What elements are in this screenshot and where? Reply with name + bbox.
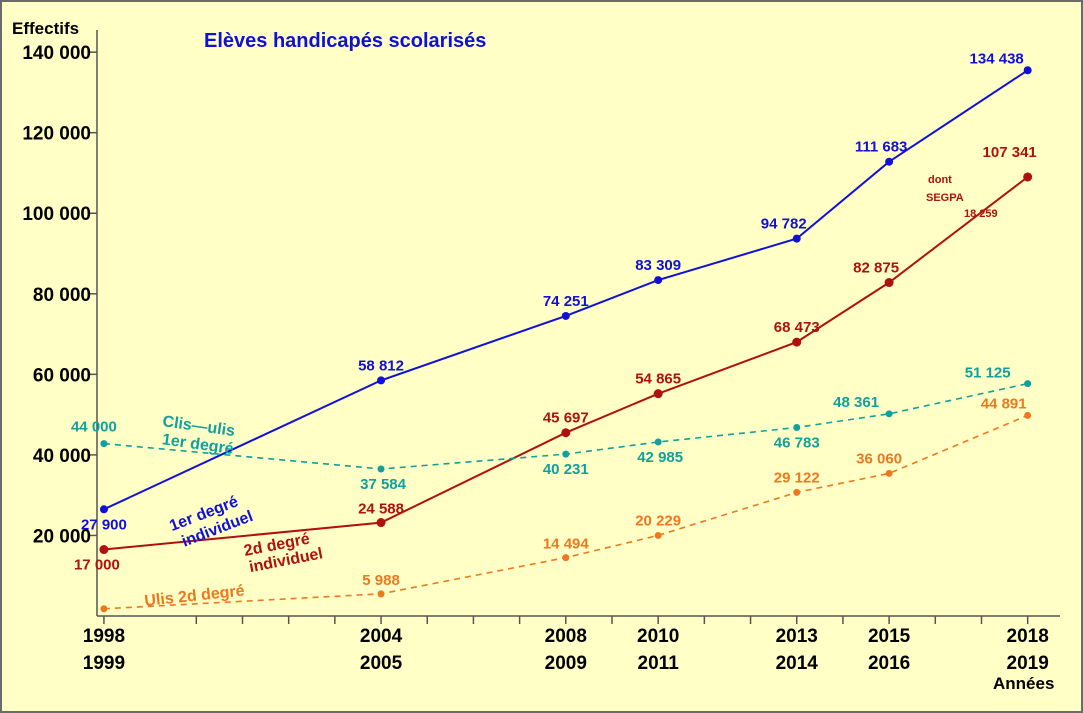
data-label-clis-ulis-1er-degre: 51 125 xyxy=(965,365,1011,382)
data-point-premier-degre-individuel xyxy=(99,505,108,514)
data-point-premier-degre-individuel xyxy=(885,157,894,166)
data-point-clis-ulis-1er-degre xyxy=(793,424,801,432)
segpa-annotation-line: SEGPA xyxy=(926,192,964,204)
data-label-ulis-2d-degre: 36 060 xyxy=(856,450,902,467)
data-label-ulis-2d-degre: 5 988 xyxy=(362,572,400,589)
data-point-ulis-2d-degre xyxy=(654,531,662,539)
data-point-clis-ulis-1er-degre xyxy=(562,450,570,458)
data-label-ulis-2d-degre: 20 229 xyxy=(635,512,681,529)
x-tick-label: 2004 xyxy=(360,626,403,647)
data-point-clis-ulis-1er-degre xyxy=(654,438,662,446)
data-label-ulis-2d-degre: 14 494 xyxy=(543,536,590,553)
data-point-second-degre-individuel xyxy=(884,278,894,288)
x-tick-label: 2013 xyxy=(776,626,818,647)
data-label-ulis-2d-degre: 44 891 xyxy=(981,395,1027,412)
data-point-clis-ulis-1er-degre xyxy=(100,440,108,448)
data-point-ulis-2d-degre xyxy=(100,605,108,613)
x-tick-label: 2018 xyxy=(1007,626,1049,647)
x-tick-label: 2005 xyxy=(360,653,403,674)
data-point-ulis-2d-degre xyxy=(377,590,385,598)
data-label-second-degre-individuel: 24 588 xyxy=(358,501,404,518)
data-label-clis-ulis-1er-degre: 42 985 xyxy=(637,449,683,466)
data-point-second-degre-individuel xyxy=(792,337,802,347)
data-label-second-degre-individuel: 54 865 xyxy=(635,371,681,388)
y-tick-label: 60 000 xyxy=(33,365,91,386)
data-point-clis-ulis-1er-degre xyxy=(885,410,893,418)
data-label-premier-degre-individuel: 111 683 xyxy=(855,139,908,156)
y-tick-label: 100 000 xyxy=(22,204,91,225)
data-label-premier-degre-individuel: 83 309 xyxy=(635,257,681,274)
data-label-second-degre-individuel: 82 875 xyxy=(853,260,899,277)
data-point-premier-degre-individuel xyxy=(1023,66,1032,75)
data-label-clis-ulis-1er-degre: 40 231 xyxy=(543,461,589,478)
data-label-clis-ulis-1er-degre: 46 783 xyxy=(774,435,820,452)
data-label-second-degre-individuel: 107 341 xyxy=(983,144,1037,161)
x-tick-label: 2014 xyxy=(776,653,819,674)
data-point-clis-ulis-1er-degre xyxy=(1024,380,1032,388)
chart-title: Elèves handicapés scolarisés xyxy=(204,30,486,52)
y-tick-label: 140 000 xyxy=(22,43,91,64)
data-point-ulis-2d-degre xyxy=(793,488,801,496)
y-tick-label: 80 000 xyxy=(33,285,91,306)
data-point-ulis-2d-degre xyxy=(1024,411,1032,419)
data-point-second-degre-individuel xyxy=(376,518,386,528)
x-tick-label: 2016 xyxy=(868,653,910,674)
data-point-second-degre-individuel xyxy=(1023,172,1033,182)
data-label-second-degre-individuel: 17 000 xyxy=(74,557,120,574)
segpa-annotation-line: dont xyxy=(928,174,952,186)
data-point-premier-degre-individuel xyxy=(561,311,570,320)
data-label-premier-degre-individuel: 58 812 xyxy=(358,357,404,374)
x-tick-label: 2019 xyxy=(1007,653,1049,674)
data-point-ulis-2d-degre xyxy=(562,554,570,562)
data-label-second-degre-individuel: 68 473 xyxy=(774,319,820,336)
x-tick-label: 2015 xyxy=(868,626,911,647)
x-tick-label: 2008 xyxy=(545,626,587,647)
data-point-second-degre-individuel xyxy=(653,389,663,399)
x-tick-label: 2011 xyxy=(638,653,680,674)
data-label-second-degre-individuel: 45 697 xyxy=(543,410,589,427)
data-point-second-degre-individuel xyxy=(99,545,109,555)
series-name-ulis-2d-degre: Ulis 2d degré xyxy=(144,583,246,610)
x-tick-label: 2010 xyxy=(637,626,679,647)
x-tick-label: 1998 xyxy=(83,626,125,647)
x-axis-label: Années xyxy=(993,674,1054,693)
x-tick-label: 1999 xyxy=(83,653,125,674)
data-label-clis-ulis-1er-degre: 48 361 xyxy=(833,394,879,411)
y-tick-label: 20 000 xyxy=(33,526,91,547)
data-point-premier-degre-individuel xyxy=(377,376,386,385)
data-point-premier-degre-individuel xyxy=(792,234,801,243)
data-label-premier-degre-individuel: 74 251 xyxy=(543,293,589,310)
data-label-premier-degre-individuel: 134 438 xyxy=(970,50,1024,67)
data-label-premier-degre-individuel: 94 782 xyxy=(761,216,807,233)
y-tick-label: 120 000 xyxy=(22,124,91,145)
data-point-premier-degre-individuel xyxy=(654,276,663,285)
data-label-ulis-2d-degre: 29 122 xyxy=(774,469,820,486)
data-label-premier-degre-individuel: 27 900 xyxy=(81,516,127,533)
data-point-clis-ulis-1er-degre xyxy=(377,465,385,473)
segpa-annotation-value: 18 259 xyxy=(964,208,998,220)
data-point-ulis-2d-degre xyxy=(885,469,893,477)
data-label-clis-ulis-1er-degre: 44 000 xyxy=(71,419,117,436)
data-label-clis-ulis-1er-degre: 37 584 xyxy=(360,476,407,493)
y-axis-label: Effectifs xyxy=(12,19,79,38)
y-tick-label: 40 000 xyxy=(33,446,91,467)
series-line-premier-degre-individuel xyxy=(103,69,1029,511)
data-point-second-degre-individuel xyxy=(561,428,571,438)
series-line-second-degre-individuel xyxy=(103,176,1029,551)
series-name-line: Ulis 2d degré xyxy=(144,583,246,610)
x-tick-label: 2009 xyxy=(545,653,587,674)
